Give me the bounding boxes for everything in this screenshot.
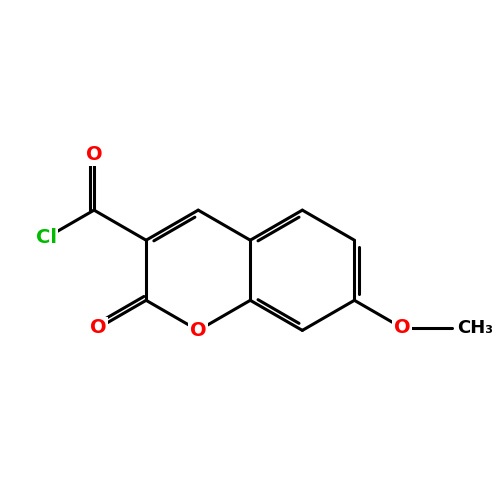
Text: Cl: Cl <box>36 228 56 248</box>
Text: O: O <box>190 321 206 340</box>
Text: O: O <box>86 146 102 165</box>
Text: O: O <box>394 318 410 338</box>
Text: O: O <box>90 318 106 338</box>
Text: CH₃: CH₃ <box>458 319 494 337</box>
